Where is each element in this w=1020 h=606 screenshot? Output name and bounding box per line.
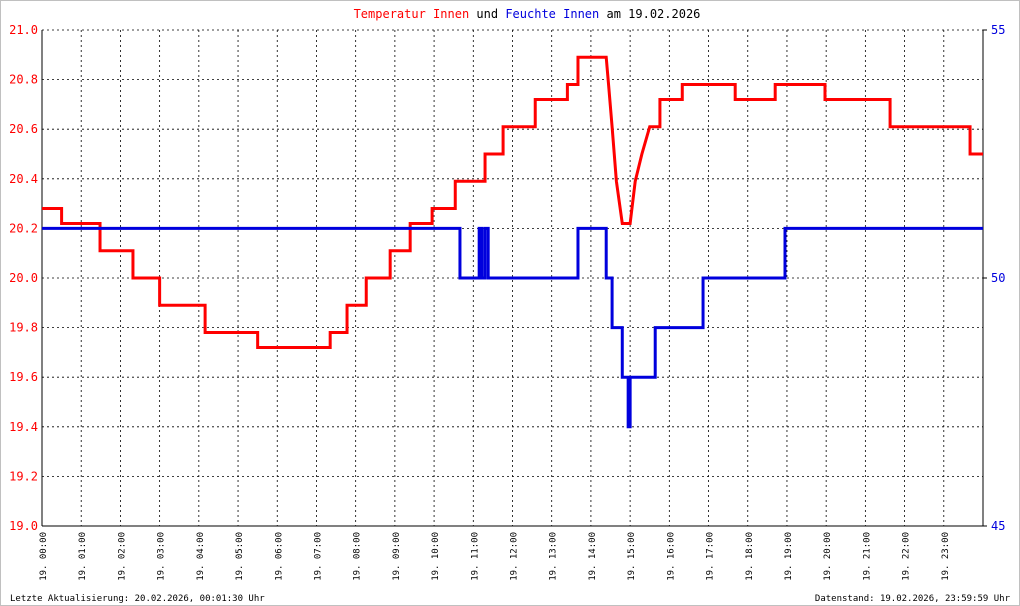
x-tick-label: 19. 16:00 — [666, 532, 676, 581]
series-line — [42, 226, 983, 429]
title-series-2: Feuchte Innen — [505, 7, 599, 21]
x-tick-label: 19. 05:00 — [235, 532, 245, 581]
y-tick-label: 20.8 — [9, 73, 38, 87]
x-tick-label: 19. 10:00 — [431, 532, 441, 581]
y-tick-label: 19.4 — [9, 420, 38, 434]
x-tick-label: 19. 20:00 — [823, 532, 833, 581]
x-tick-label: 19. 12:00 — [510, 532, 520, 581]
y2-tick-label: 55 — [991, 23, 1005, 37]
x-tick-label: 19. 04:00 — [196, 532, 206, 581]
x-tick-label: 19. 03:00 — [157, 532, 167, 581]
x-tick-label: 19. 22:00 — [902, 532, 912, 581]
x-tick-label: 19. 23:00 — [941, 532, 951, 581]
y2-tick-label: 45 — [991, 519, 1005, 533]
x-tick-label: 19. 08:00 — [353, 532, 363, 581]
x-tick-label: 19. 14:00 — [588, 532, 598, 581]
x-tick-label: 19. 06:00 — [274, 532, 284, 581]
y-tick-label: 20.6 — [9, 122, 38, 136]
footer-right: Datenstand: 19.02.2026, 23:59:59 Uhr — [815, 594, 1011, 604]
x-tick-label: 19. 18:00 — [745, 532, 755, 581]
x-tick-label: 19. 21:00 — [862, 532, 872, 581]
y-tick-label: 21.0 — [9, 23, 38, 37]
title-series-1: Temperatur Innen — [354, 7, 470, 21]
x-tick-label: 19. 19:00 — [784, 532, 794, 581]
y-tick-label: 19.2 — [9, 469, 38, 483]
y-tick-label: 19.0 — [9, 519, 38, 533]
x-tick-label: 19. 11:00 — [470, 532, 480, 581]
x-tick-label: 19. 15:00 — [627, 532, 637, 581]
x-tick-label: 19. 00:00 — [39, 532, 49, 581]
y-tick-label: 20.4 — [9, 172, 38, 186]
x-tick-label: 19. 09:00 — [392, 532, 402, 581]
y-tick-label: 19.6 — [9, 370, 38, 384]
y-tick-label: 20.2 — [9, 221, 38, 235]
chart-title: Temperatur Innen und Feuchte Innen am 19… — [354, 7, 701, 21]
x-tick-label: 19. 01:00 — [78, 532, 88, 581]
y-tick-label: 19.8 — [9, 321, 38, 335]
x-tick-label: 19. 17:00 — [706, 532, 716, 581]
x-tick-label: 19. 07:00 — [313, 532, 323, 581]
y2-tick-label: 50 — [991, 271, 1005, 285]
title-date: am 19.02.2026 — [606, 7, 700, 21]
footer-left: Letzte Aktualisierung: 20.02.2026, 00:01… — [10, 594, 265, 604]
x-tick-label: 19. 02:00 — [117, 532, 127, 581]
y-tick-label: 20.0 — [9, 271, 38, 285]
title-connector: und — [476, 7, 498, 21]
x-tick-label: 19. 13:00 — [549, 532, 559, 581]
series-line — [42, 55, 983, 349]
